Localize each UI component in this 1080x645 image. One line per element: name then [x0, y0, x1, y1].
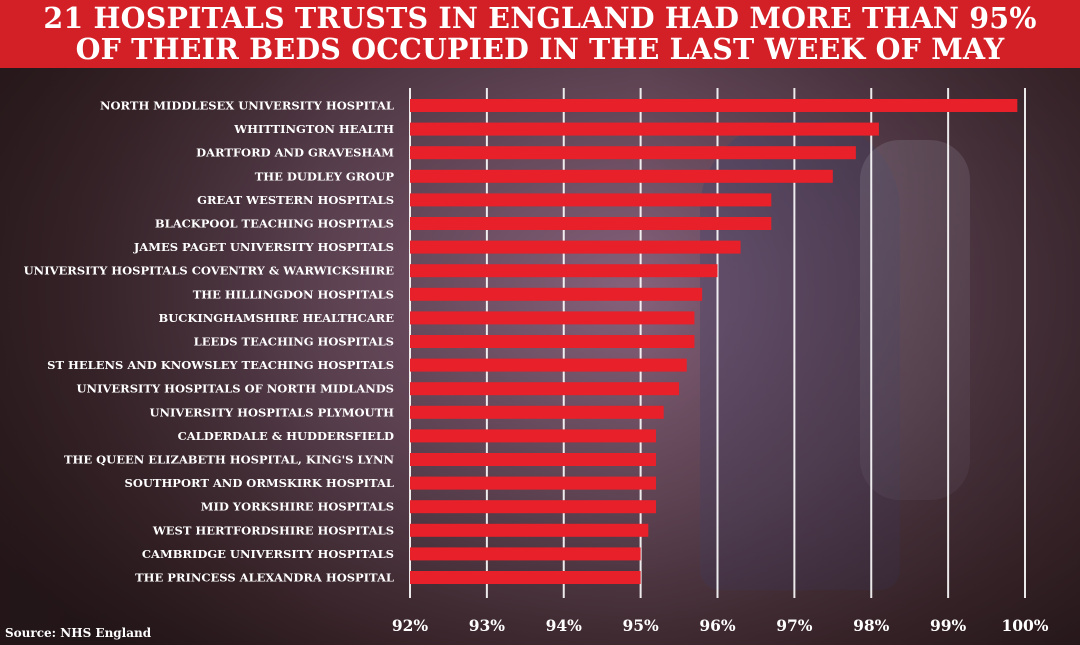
- bar: [410, 405, 664, 419]
- category-label: UNIVERSITY HOSPITALS PLYMOUTH: [150, 405, 395, 419]
- bar: [410, 122, 879, 136]
- category-label: NORTH MIDDLESEX UNIVERSITY HOSPITAL: [100, 99, 394, 113]
- bar: [410, 264, 718, 278]
- x-tick-label: 100%: [1001, 616, 1048, 635]
- category-label: DARTFORD AND GRAVESHAM: [196, 146, 394, 160]
- bar: [410, 429, 656, 443]
- category-label: CALDERDALE & HUDDERSFIELD: [178, 429, 394, 443]
- category-label: UNIVERSITY HOSPITALS COVENTRY & WARWICKS…: [24, 264, 395, 278]
- title-banner: 21 HOSPITALS TRUSTS IN ENGLAND HAD MORE …: [0, 0, 1080, 68]
- bar: [410, 500, 656, 514]
- x-tick-label: 93%: [469, 616, 506, 635]
- bar: [410, 382, 680, 396]
- category-label: THE QUEEN ELIZABETH HOSPITAL, KING'S LYN…: [64, 453, 395, 467]
- bar: [410, 571, 641, 584]
- category-label: THE DUDLEY GROUP: [255, 169, 395, 183]
- category-label: THE HILLINGDON HOSPITALS: [193, 287, 394, 301]
- bar: [410, 311, 695, 325]
- category-label: WEST HERTFORDSHIRE HOSPITALS: [152, 523, 394, 537]
- bar: [410, 547, 641, 561]
- bar: [410, 99, 1018, 112]
- bar: [410, 146, 856, 160]
- category-label: MID YORKSHIRE HOSPITALS: [201, 500, 394, 514]
- category-label: UNIVERSITY HOSPITALS OF NORTH MIDLANDS: [77, 382, 394, 396]
- category-label: THE PRINCESS ALEXANDRA HOSPITAL: [135, 571, 394, 585]
- x-tick-label: 97%: [776, 616, 813, 635]
- bar: [410, 240, 741, 254]
- category-label: BLACKPOOL TEACHING HOSPITALS: [155, 217, 394, 231]
- category-label: GREAT WESTERN HOSPITALS: [197, 193, 394, 207]
- bar: [410, 217, 772, 230]
- bar: [410, 453, 656, 466]
- x-tick-label: 92%: [392, 616, 429, 635]
- category-label: JAMES PAGET UNIVERSITY HOSPITALS: [133, 240, 394, 254]
- category-label: SOUTHPORT AND ORMSKIRK HOSPITAL: [125, 476, 394, 490]
- category-label: ST HELENS AND KNOWSLEY TEACHING HOSPITAL…: [47, 358, 394, 372]
- bar: [410, 523, 649, 537]
- bar: [410, 358, 687, 372]
- category-label: BUCKINGHAMSHIRE HEALTHCARE: [158, 311, 394, 325]
- bar: [410, 287, 703, 301]
- bar: [410, 335, 695, 348]
- x-tick-label: 99%: [930, 616, 967, 635]
- bar: [410, 476, 656, 490]
- bar: [410, 169, 833, 183]
- bar: [410, 193, 772, 207]
- x-tick-label: 94%: [546, 616, 583, 635]
- category-label: WHITTINGTON HEALTH: [233, 122, 394, 136]
- x-tick-label: 98%: [853, 616, 890, 635]
- category-label: CAMBRIDGE UNIVERSITY HOSPITALS: [142, 547, 394, 561]
- category-label: LEEDS TEACHING HOSPITALS: [194, 335, 394, 349]
- source-note: Source: NHS England: [5, 626, 152, 640]
- x-tick-label: 95%: [622, 616, 659, 635]
- chart-title-line-2: OF THEIR BEDS OCCUPIED IN THE LAST WEEK …: [75, 32, 1005, 66]
- chart-title-line-1: 21 HOSPITALS TRUSTS IN ENGLAND HAD MORE …: [43, 1, 1037, 35]
- x-tick-label: 96%: [699, 616, 736, 635]
